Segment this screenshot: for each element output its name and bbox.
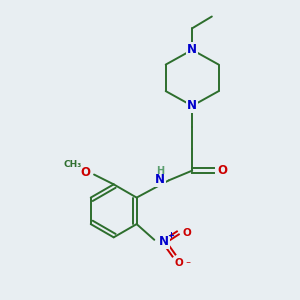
Text: N: N xyxy=(159,235,169,248)
Text: O: O xyxy=(175,258,183,268)
Text: +: + xyxy=(167,231,175,240)
Text: CH₃: CH₃ xyxy=(63,160,82,169)
Text: O: O xyxy=(182,228,191,238)
Text: O: O xyxy=(80,166,90,179)
Text: ⁻: ⁻ xyxy=(185,260,190,270)
Text: N: N xyxy=(155,173,165,186)
Text: N: N xyxy=(187,99,197,112)
Text: O: O xyxy=(218,164,228,177)
Text: N: N xyxy=(187,44,197,56)
Text: H: H xyxy=(156,166,164,176)
